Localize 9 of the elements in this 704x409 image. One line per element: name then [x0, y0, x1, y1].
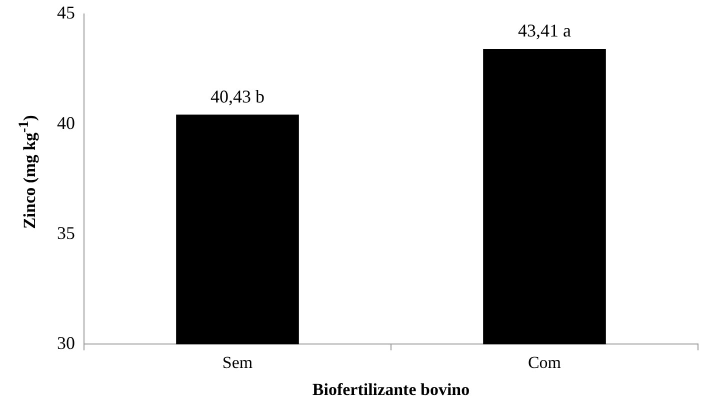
y-tick-label: 30 [57, 332, 75, 353]
data-label: 43,41 a [518, 20, 571, 41]
data-label: 40,43 b [210, 86, 264, 106]
y-tick-label: 45 [57, 2, 75, 23]
x-axis-title: Biofertilizante bovino [312, 380, 470, 400]
y-tick-label: 40 [57, 112, 75, 133]
x-tick-label: Com [528, 352, 562, 372]
y-tick-label: 35 [57, 222, 75, 243]
x-tick-label: Sem [222, 352, 253, 372]
